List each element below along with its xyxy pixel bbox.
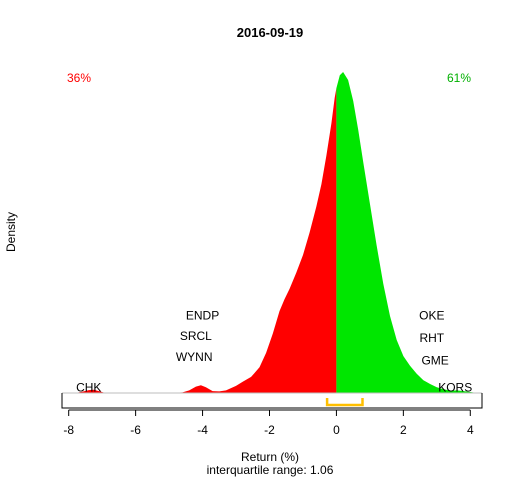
ticker-annotation: KORS <box>438 381 472 395</box>
plot-area: -8 -6 -4 -2 0 2 4 CHK WYNN SRCL ENDP KORS GME RHT OKE <box>61 72 483 437</box>
negative-density-area <box>62 88 337 393</box>
x-tick-label: -8 <box>63 423 74 437</box>
ticker-annotation: OKE <box>419 308 444 322</box>
ticker-annotation: GME <box>421 353 448 367</box>
plot-frame <box>61 393 483 409</box>
x-tick-label: 4 <box>467 423 474 437</box>
ticker-annotation: CHK <box>76 381 101 395</box>
ticker-annotation: ENDP <box>186 308 219 322</box>
x-tick-label: -6 <box>130 423 141 437</box>
positive-density-area <box>336 72 482 393</box>
ticker-annotation: RHT <box>419 331 444 345</box>
x-axis-label: Return (%) <box>241 450 299 464</box>
x-tick-label: 0 <box>333 423 340 437</box>
x-tick-label: -4 <box>197 423 208 437</box>
ticker-annotation: WYNN <box>176 350 213 364</box>
ticker-annotation: SRCL <box>180 329 212 343</box>
chart-title: 2016-09-19 <box>237 25 304 40</box>
negative-share-label: 36% <box>67 71 91 85</box>
x-tick-label: -2 <box>264 423 275 437</box>
x-tick-label: 2 <box>400 423 407 437</box>
positive-share-label: 61% <box>447 71 471 85</box>
iqr-bracket <box>325 398 364 407</box>
iqr-subtitle: interquartile range: 1.06 <box>207 463 334 477</box>
y-axis-label: Density <box>4 212 18 252</box>
